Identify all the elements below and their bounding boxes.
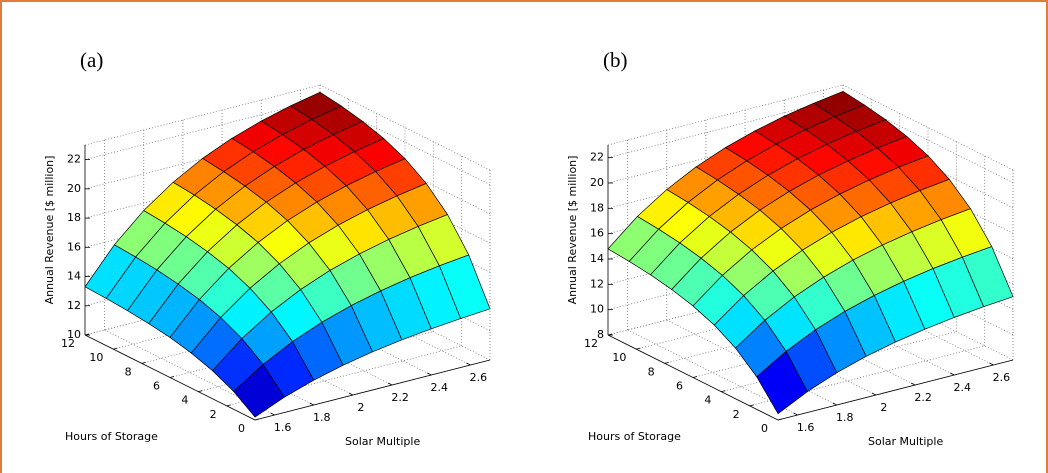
z-tick-label: 8 (597, 328, 604, 341)
y-tick (777, 418, 783, 421)
z-tick-label: 10 (67, 328, 81, 341)
x-axis-label: Solar Multiple (345, 435, 420, 448)
z-tick-label: 20 (590, 176, 604, 189)
panel-label: (a) (80, 48, 103, 72)
x-tick-label: 2.2 (914, 391, 932, 404)
x-tick-label: 2 (357, 401, 364, 414)
y-tick (749, 404, 754, 407)
y-tick (664, 361, 669, 364)
panel-label: (b) (603, 48, 628, 72)
x-tick (466, 362, 471, 366)
x-tick (270, 412, 275, 416)
y-tick (141, 361, 146, 364)
y-axis-label: Hours of Storage (65, 430, 158, 443)
z-tick-label: 14 (67, 270, 81, 283)
y-tick-label: 12 (584, 337, 598, 350)
z-tick-label: 18 (67, 211, 81, 224)
y-tick-label: 6 (153, 380, 160, 393)
x-tick-label: 1.8 (836, 411, 854, 424)
x-tick-label: 1.6 (274, 421, 292, 434)
x-tick (871, 392, 877, 396)
x-tick (387, 382, 393, 386)
x-tick-label: 1.6 (797, 421, 815, 434)
z-tick-label: 16 (590, 227, 604, 240)
y-tick-label: 2 (733, 408, 740, 421)
z-tick-label: 12 (67, 299, 81, 312)
y-axis-label: Hours of Storage (588, 430, 681, 443)
y-tick-label: 12 (61, 337, 75, 350)
z-axis-label: Annual Revenue [$ million] (566, 156, 579, 305)
y-tick-label: 6 (676, 380, 683, 393)
x-tick (910, 382, 916, 386)
y-tick (636, 347, 641, 350)
y-tick-label: 4 (181, 394, 188, 407)
surface-cell (233, 363, 285, 418)
x-tick (309, 402, 314, 406)
y-tick-label: 4 (704, 394, 711, 407)
y-tick-label: 8 (648, 365, 655, 378)
x-tick (832, 402, 837, 406)
y-tick-label: 0 (761, 422, 768, 435)
x-tick (989, 362, 994, 366)
x-tick (950, 372, 955, 376)
y-tick-label: 2 (210, 408, 217, 421)
z-tick-label: 22 (67, 153, 81, 166)
z-tick-label: 22 (590, 151, 604, 164)
y-tick (254, 418, 260, 421)
y-tick (198, 390, 203, 393)
x-tick (427, 372, 432, 376)
y-tick-label: 10 (612, 351, 626, 364)
y-tick (84, 333, 90, 336)
x-tick-label: 1.8 (313, 411, 331, 424)
x-tick-label: 2 (880, 401, 887, 414)
y-tick (226, 404, 231, 407)
z-tick-label: 16 (67, 240, 81, 253)
y-tick (113, 347, 118, 350)
y-tick (692, 376, 698, 378)
surface-cell (756, 350, 808, 415)
y-tick (169, 376, 175, 378)
x-axis-label: Solar Multiple (868, 435, 943, 448)
y-tick (607, 333, 613, 336)
x-tick-label: 2.4 (954, 381, 972, 394)
y-tick-label: 10 (89, 351, 103, 364)
y-tick-label: 8 (125, 365, 132, 378)
axis-line (777, 359, 1014, 421)
z-tick-label: 18 (590, 201, 604, 214)
z-tick-label: 12 (590, 277, 604, 290)
x-tick (348, 392, 354, 396)
y-tick-label: 0 (238, 422, 245, 435)
z-axis-label: Annual Revenue [$ million] (43, 156, 56, 305)
x-tick-label: 2.2 (391, 391, 409, 404)
axis-line (254, 359, 491, 421)
x-tick (793, 412, 798, 416)
z-tick-label: 10 (590, 303, 604, 316)
x-tick-label: 2.6 (993, 371, 1011, 384)
y-tick (721, 390, 726, 393)
x-tick-label: 2.6 (470, 371, 488, 384)
z-tick-label: 20 (67, 182, 81, 195)
z-tick-label: 14 (590, 252, 604, 265)
x-tick-label: 2.4 (431, 381, 449, 394)
